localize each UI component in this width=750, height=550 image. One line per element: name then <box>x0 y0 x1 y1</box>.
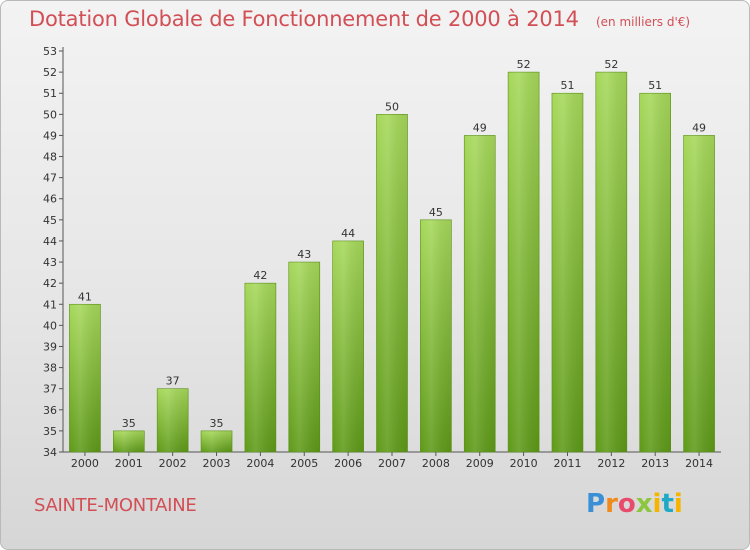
data-label: 51 <box>560 79 574 92</box>
x-tick-label: 2013 <box>641 457 669 470</box>
x-tick-label: 2004 <box>246 457 274 470</box>
y-tick-label: 43 <box>43 256 57 269</box>
x-tick-label: 2006 <box>334 457 362 470</box>
bar-shine <box>332 240 364 452</box>
bar-shine <box>376 114 408 452</box>
x-tick-label: 2005 <box>290 457 318 470</box>
data-label: 49 <box>692 121 706 134</box>
y-tick-label: 41 <box>43 298 57 311</box>
data-label: 35 <box>122 417 136 430</box>
x-tick-label: 2012 <box>597 457 625 470</box>
unit-text: (en milliers d'€) <box>595 15 691 29</box>
data-label: 42 <box>253 269 267 282</box>
bar-shine <box>595 72 627 453</box>
bar-shine <box>157 388 189 452</box>
y-tick-label: 40 <box>43 319 57 332</box>
chart-data-labels: 41 35 37 35 42 43 44 50 45 49 52 51 52 51 49 <box>78 58 706 430</box>
y-tick-label: 49 <box>43 129 57 142</box>
x-tick-label: 2007 <box>378 457 406 470</box>
x-tick-label: 2009 <box>466 457 494 470</box>
bar-shine <box>420 219 452 452</box>
bar-shine <box>683 135 715 452</box>
y-tick-label: 37 <box>43 383 57 396</box>
y-tick-label: 46 <box>43 193 57 206</box>
x-tick-label: 2011 <box>553 457 581 470</box>
bar-shine <box>201 430 233 452</box>
y-tick-label: 53 <box>43 45 57 58</box>
bar-shine <box>639 93 671 453</box>
x-tick-label: 2014 <box>685 457 713 470</box>
bar-shine <box>464 135 496 452</box>
data-label: 52 <box>517 58 531 71</box>
x-tick-label: 2000 <box>71 457 99 470</box>
proxiti-logo: Proxiti <box>586 489 683 519</box>
data-label: 35 <box>210 417 224 430</box>
chart-title: Dotation Globale de Fonctionnement de 20… <box>29 7 690 31</box>
title-text: Dotation Globale de Fonctionnement de 20… <box>29 7 579 31</box>
y-tick-label: 34 <box>43 446 57 459</box>
y-tick-label: 42 <box>43 277 57 290</box>
bar-shine <box>113 430 145 452</box>
y-tick-label: 45 <box>43 214 57 227</box>
bar-shine <box>551 93 583 453</box>
y-tick-label: 35 <box>43 425 57 438</box>
data-label: 43 <box>297 248 311 261</box>
bar-shine <box>244 283 276 452</box>
data-label: 45 <box>429 206 443 219</box>
bar-shine <box>69 304 101 452</box>
y-tick-label: 51 <box>43 87 57 100</box>
y-tick-label: 50 <box>43 108 57 121</box>
y-tick-label: 39 <box>43 340 57 353</box>
data-label: 44 <box>341 227 355 240</box>
y-tick-label: 44 <box>43 235 57 248</box>
chart-axes: 34 35 36 37 38 39 40 41 42 43 44 45 46 47 48 49 50 51 52 53… <box>43 45 721 470</box>
data-label: 37 <box>166 375 180 388</box>
chart-bars <box>69 71 715 453</box>
y-tick-label: 36 <box>43 404 57 417</box>
x-tick-label: 2010 <box>510 457 538 470</box>
x-tick-label: 2002 <box>159 457 187 470</box>
data-label: 51 <box>648 79 662 92</box>
y-tick-label: 48 <box>43 151 57 164</box>
x-tick-label: 2008 <box>422 457 450 470</box>
x-tick-label: 2003 <box>203 457 231 470</box>
bar-shine <box>508 72 540 453</box>
x-tick-label: 2001 <box>115 457 143 470</box>
data-label: 49 <box>473 121 487 134</box>
y-tick-label: 52 <box>43 66 57 79</box>
bar-shine <box>288 262 320 452</box>
y-tick-label: 38 <box>43 362 57 375</box>
town-name: SAINTE-MONTAINE <box>34 495 197 516</box>
data-label: 41 <box>78 290 92 303</box>
data-label: 50 <box>385 100 399 113</box>
y-tick-label: 47 <box>43 172 57 185</box>
data-label: 52 <box>604 58 618 71</box>
